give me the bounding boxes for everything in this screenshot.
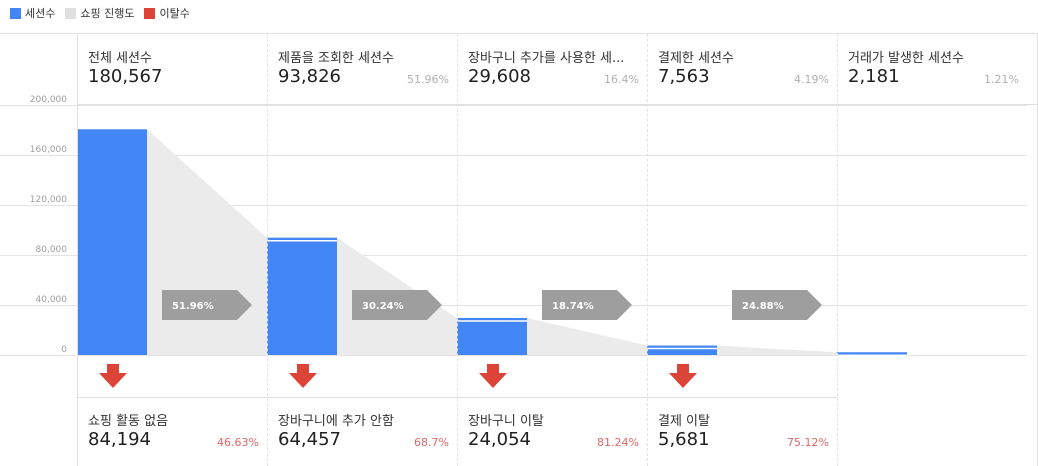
dropoff-title: 장바구니에 추가 안함 xyxy=(278,414,394,429)
stage-title: 전체 세션수 xyxy=(88,51,152,66)
conversion-rate-label: 51.96% xyxy=(172,301,214,312)
bar xyxy=(457,317,527,355)
legend-label: 쇼핑 진행도 xyxy=(80,7,135,20)
stage-title: 제품을 조회한 세션수 xyxy=(278,51,394,66)
legend-item: 세션수 xyxy=(10,5,55,21)
dropoff-value: 5,681 xyxy=(658,429,710,450)
stage-value: 29,608 xyxy=(468,66,531,87)
y-tick-label: 80,000 xyxy=(36,245,68,255)
dropoff-arrow xyxy=(669,364,697,388)
dropoff-percent: 81.24% xyxy=(597,436,639,449)
legend-item: 쇼핑 진행도 xyxy=(65,5,134,21)
column-separator xyxy=(267,34,268,466)
dropoff-arrow xyxy=(99,364,127,388)
dropoff-arrow xyxy=(289,364,317,388)
stage-title: 거래가 발생한 세션수 xyxy=(848,51,964,66)
dropoff-value: 64,457 xyxy=(278,429,341,450)
stage-percent: 1.21% xyxy=(984,73,1019,86)
y-tick-label: 160,000 xyxy=(30,145,67,155)
bar xyxy=(77,129,147,355)
stage-value: 7,563 xyxy=(658,66,710,87)
conversion-rate-label: 30.24% xyxy=(362,301,404,312)
header-divider xyxy=(77,104,1038,105)
dropoff-percent: 46.63% xyxy=(217,436,259,449)
dropoff-value: 24,054 xyxy=(468,429,531,450)
dropoff-percent: 75.12% xyxy=(787,436,829,449)
dropoff-value: 84,194 xyxy=(88,429,151,450)
stage-title: 결제한 세션수 xyxy=(658,51,734,66)
y-tick-label: 200,000 xyxy=(30,95,67,105)
dropoff-title: 쇼핑 활동 없음 xyxy=(88,414,169,429)
stage-percent: 51.96% xyxy=(407,73,449,86)
conversion-arrow xyxy=(162,290,252,320)
bar xyxy=(837,352,907,355)
stage-value: 2,181 xyxy=(848,66,900,87)
conversion-arrow xyxy=(352,290,442,320)
y-tick-label: 0 xyxy=(61,345,67,355)
y-tick-label: 120,000 xyxy=(30,195,67,205)
top-border xyxy=(0,33,1038,34)
legend-swatch xyxy=(10,7,21,19)
stage-percent: 4.19% xyxy=(794,73,829,86)
legend-swatch xyxy=(65,7,77,19)
legend-label: 이탈수 xyxy=(159,7,190,20)
y-tick-label: 40,000 xyxy=(36,295,68,305)
legend-swatch xyxy=(144,7,156,19)
stage-percent: 16.4% xyxy=(604,73,639,86)
legend-label: 세션수 xyxy=(25,7,56,20)
column-separator xyxy=(457,34,458,466)
legend: 세션수 쇼핑 진행도 이탈수 xyxy=(10,5,200,21)
stage-value: 93,826 xyxy=(278,66,341,87)
left-border xyxy=(77,34,78,466)
bar xyxy=(647,345,717,355)
dropoff-title: 장바구니 이탈 xyxy=(468,414,544,429)
conversion-rate-label: 18.74% xyxy=(552,301,594,312)
conversion-rate-label: 24.88% xyxy=(742,301,784,312)
column-separator xyxy=(837,34,838,466)
stage-value: 180,567 xyxy=(88,66,163,87)
conversion-arrow xyxy=(542,290,632,320)
dropoff-arrow xyxy=(479,364,507,388)
stage-title: 장바구니 추가를 사용한 세... xyxy=(468,51,625,66)
conversion-arrow xyxy=(732,290,822,320)
bar xyxy=(267,237,337,355)
legend-item: 이탈수 xyxy=(144,5,190,21)
dropoff-title: 결제 이탈 xyxy=(658,414,710,429)
dropoff-percent: 68.7% xyxy=(414,436,449,449)
column-separator xyxy=(647,34,648,466)
